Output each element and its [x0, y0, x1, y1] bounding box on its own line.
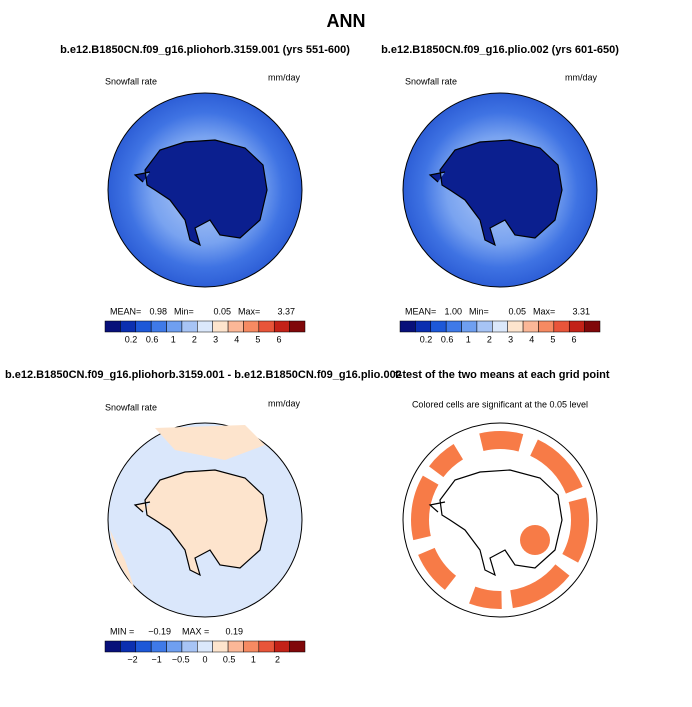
- stat-label: Max=: [533, 306, 555, 316]
- panel-title: b.e12.B1850CN.f09_g16.pliohorb.3159.001 …: [5, 369, 402, 381]
- right-label: mm/day: [268, 72, 301, 82]
- left-label: Snowfall rate: [105, 402, 157, 412]
- colorbar-label: 3: [213, 334, 218, 344]
- colorbar-label: 1: [466, 334, 471, 344]
- colorbar-label: 0.6: [146, 334, 159, 344]
- colorbar-box: [461, 320, 478, 333]
- stat-value: −0.19: [148, 626, 171, 636]
- colorbar-box: [289, 320, 306, 333]
- colorbar-box: [135, 320, 152, 333]
- map: [107, 92, 303, 288]
- colorbar-box: [415, 320, 432, 333]
- colorbar-label: 5: [550, 334, 555, 344]
- colorbar-box: [258, 320, 275, 333]
- colorbar-label: 1: [171, 334, 176, 344]
- stat-label: MEAN=: [405, 306, 436, 316]
- colorbar-box: [492, 320, 508, 333]
- map: [402, 422, 598, 618]
- colorbar-label: 5: [255, 334, 260, 344]
- colorbar-box: [538, 320, 555, 333]
- colorbar-label: 4: [234, 334, 239, 344]
- colorbar-box: [273, 320, 290, 333]
- colorbar-box: [227, 320, 244, 333]
- figure-title: ANN: [327, 11, 366, 31]
- stat-label: Min=: [174, 306, 194, 316]
- colorbar-label: −1: [152, 654, 162, 664]
- colorbar-label: 3: [508, 334, 513, 344]
- colorbar-box: [181, 320, 198, 333]
- colorbar-box: [104, 320, 121, 333]
- stat-value: 0.19: [225, 626, 243, 636]
- colorbar-box: [135, 640, 152, 653]
- colorbar-box: [273, 640, 290, 653]
- colorbar-box: [120, 320, 137, 333]
- colorbar-label: 2: [192, 334, 197, 344]
- colorbar-label: −2: [127, 654, 137, 664]
- map: [402, 92, 598, 288]
- right-label: mm/day: [565, 72, 598, 82]
- colorbar-box: [150, 320, 167, 333]
- stat-value: 0.98: [149, 306, 167, 316]
- colorbar-label: 0.2: [420, 334, 433, 344]
- colorbar-box: [430, 320, 447, 333]
- colorbar-label: 0.6: [441, 334, 454, 344]
- stat-label: MEAN=: [110, 306, 141, 316]
- colorbar-box: [212, 320, 229, 333]
- colorbar-box: [243, 640, 260, 653]
- colorbar-box: [399, 320, 416, 333]
- colorbar-box: [120, 640, 137, 653]
- colorbar-box: [476, 320, 493, 333]
- stat-value: 3.31: [572, 306, 590, 316]
- colorbar-label: 0: [202, 654, 207, 664]
- colorbar-label: 2: [275, 654, 280, 664]
- map: [107, 422, 303, 618]
- colorbar-box: [197, 320, 213, 333]
- colorbar-box: [197, 640, 213, 653]
- panel-title: b.e12.B1850CN.f09_g16.pliohorb.3159.001 …: [60, 44, 350, 56]
- left-label: Snowfall rate: [105, 76, 157, 86]
- left-label: Snowfall rate: [405, 76, 457, 86]
- colorbar-box: [553, 320, 570, 333]
- stat-value: 1.00: [444, 306, 462, 316]
- panel-title: b.e12.B1850CN.f09_g16.plio.002 (yrs 601-…: [381, 44, 619, 56]
- colorbar-box: [227, 640, 244, 653]
- stat-value: 0.05: [213, 306, 231, 316]
- colorbar-box: [507, 320, 524, 333]
- stat-value: 3.37: [277, 306, 295, 316]
- stat-value: 0.05: [508, 306, 526, 316]
- colorbar-label: 2: [487, 334, 492, 344]
- colorbar-box: [181, 640, 198, 653]
- colorbar-box: [243, 320, 260, 333]
- right-label: mm/day: [268, 398, 301, 408]
- colorbar-box: [212, 640, 229, 653]
- stat-label: Max=: [238, 306, 260, 316]
- stat-label: MIN =: [110, 626, 134, 636]
- colorbar-label: 1: [251, 654, 256, 664]
- colorbar-box: [166, 640, 183, 653]
- panel-title: t-test of the two means at each grid poi…: [395, 369, 610, 381]
- colorbar-box: [150, 640, 167, 653]
- colorbar-label: 0.2: [125, 334, 138, 344]
- note: Colored cells are significant at the 0.0…: [412, 399, 588, 409]
- colorbar-box: [584, 320, 601, 333]
- colorbar-box: [289, 640, 306, 653]
- stat-label: Min=: [469, 306, 489, 316]
- stat-label: MAX =: [182, 626, 209, 636]
- colorbar-box: [445, 320, 462, 333]
- colorbar-label: −0.5: [172, 654, 190, 664]
- colorbar-box: [568, 320, 585, 333]
- colorbar-box: [258, 640, 275, 653]
- colorbar-box: [522, 320, 539, 333]
- colorbar-box: [104, 640, 121, 653]
- colorbar-label: 0.5: [223, 654, 236, 664]
- colorbar-label: 6: [572, 334, 577, 344]
- colorbar-box: [166, 320, 183, 333]
- colorbar-label: 6: [277, 334, 282, 344]
- colorbar-label: 4: [529, 334, 534, 344]
